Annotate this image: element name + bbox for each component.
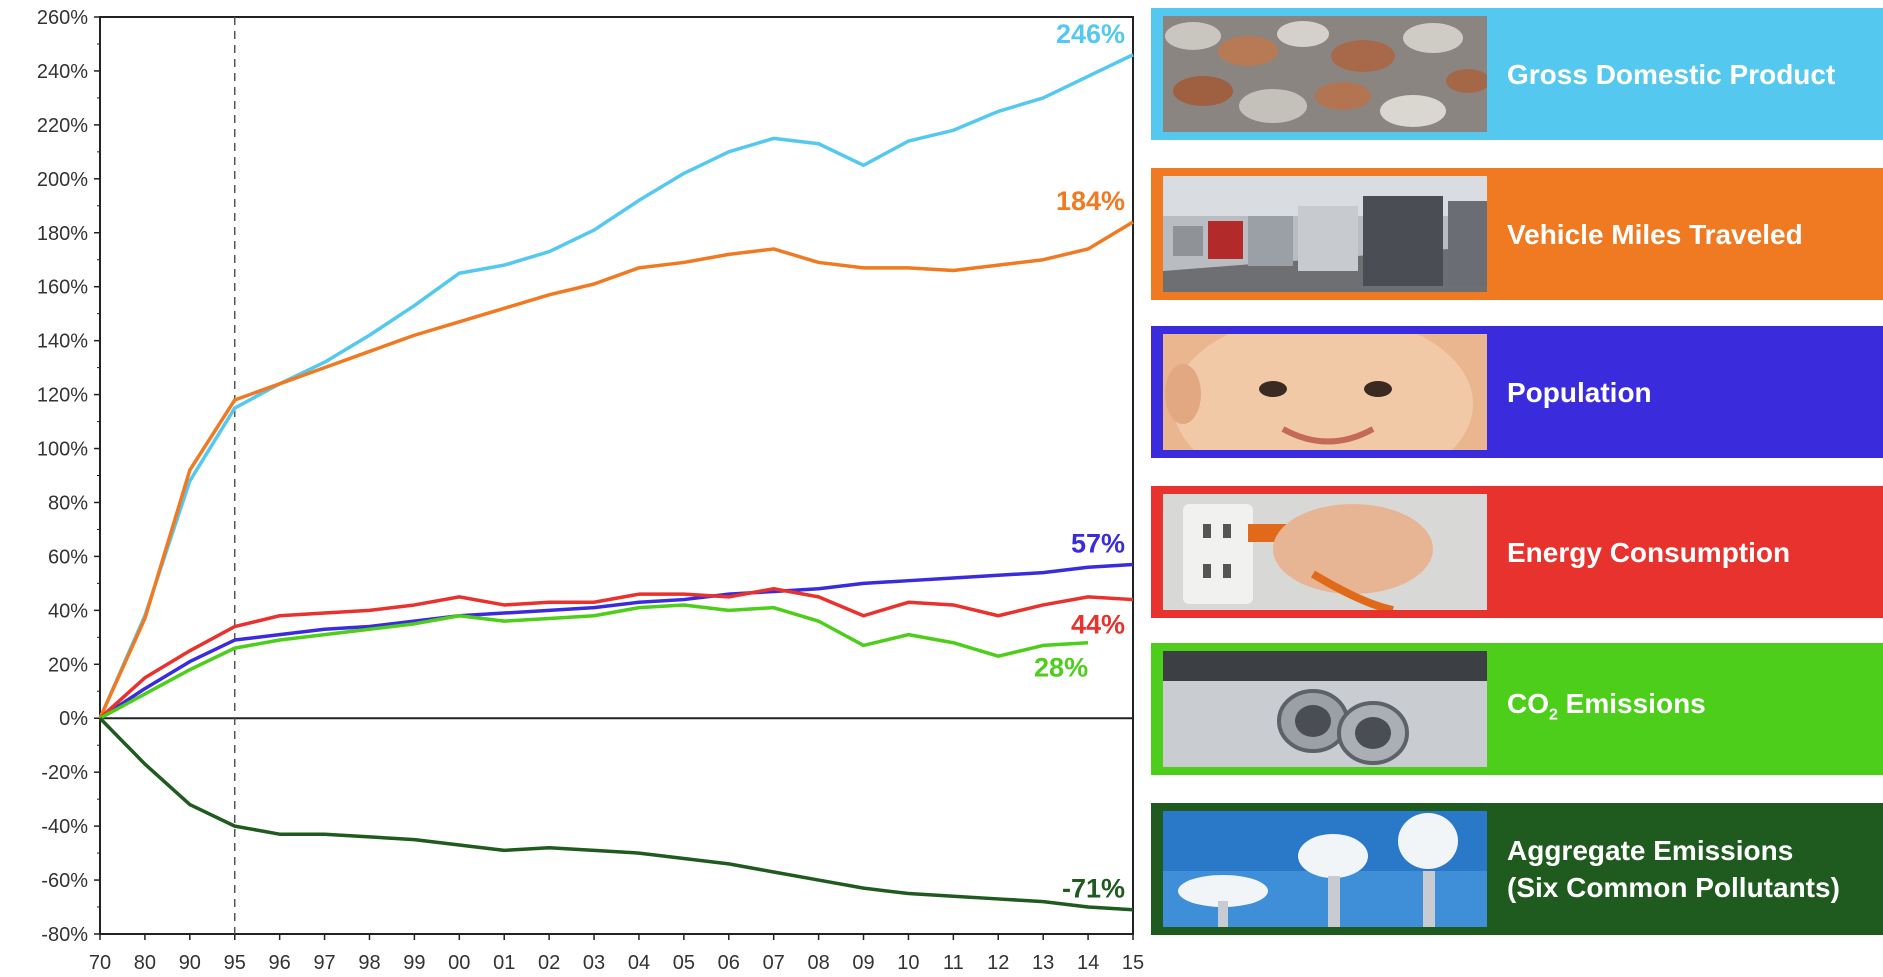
- y-tick-label: -80%: [41, 924, 88, 946]
- legend-label: Gross Domestic Product: [1507, 8, 1877, 140]
- series-end-label: 184%: [1056, 186, 1125, 216]
- series-line: [98, 717, 1134, 912]
- series-line: [99, 603, 1089, 720]
- smokestacks-photo: [1163, 811, 1487, 927]
- legend-aggregate: Aggregate Emissions (Six Common Pollutan…: [1151, 803, 1883, 935]
- y-tick-label: 200%: [37, 169, 88, 191]
- series-end-label: 246%: [1056, 19, 1125, 49]
- y-tick-label: -20%: [41, 762, 88, 784]
- x-tick-label: 08: [807, 952, 829, 974]
- series-line: [99, 562, 1134, 720]
- y-tick-label: 80%: [48, 492, 88, 514]
- y-tick-label: 260%: [37, 7, 88, 29]
- legend-co2-label: CO2 Emissions: [1507, 687, 1706, 724]
- legend-vmt: Vehicle Miles Traveled: [1151, 168, 1883, 300]
- y-tick-label: 60%: [48, 546, 88, 568]
- plot-frame: [99, 16, 1134, 935]
- x-tick-label: 09: [852, 952, 874, 974]
- x-tick-label: 07: [763, 952, 785, 974]
- y-tick-label: -60%: [41, 870, 88, 892]
- series-line: [98, 587, 1134, 720]
- x-tick-label: 15: [1122, 952, 1144, 974]
- series-end-label: 28%: [1034, 653, 1088, 683]
- legend-label: Vehicle Miles Traveled: [1507, 168, 1877, 300]
- x-tick-label: 96: [269, 952, 291, 974]
- x-tick-label: 11: [943, 952, 964, 974]
- legend-label: Energy Consumption: [1507, 486, 1877, 618]
- x-tick-label: 05: [673, 952, 695, 974]
- y-tick-label: 160%: [37, 277, 88, 299]
- legend-aggregate-label-line2: (Six Common Pollutants): [1507, 872, 1840, 903]
- emissions-trend-chart: 260%240%220%200%180%160%140%120%100%80%6…: [37, 7, 1144, 974]
- x-tick-label: 99: [403, 952, 425, 974]
- baby-photo: [1163, 334, 1487, 450]
- x-tick-label: 95: [224, 952, 246, 974]
- legend-label: CO2 Emissions: [1507, 643, 1877, 775]
- x-tick-label: 00: [448, 952, 470, 974]
- y-tick-label: 220%: [37, 115, 88, 137]
- x-tick-label: 90: [179, 952, 201, 974]
- power-plug-photo: [1163, 494, 1487, 610]
- coins-photo: [1163, 16, 1487, 132]
- y-tick-label: 20%: [48, 654, 88, 676]
- y-tick-label: 240%: [37, 61, 88, 83]
- traffic-photo: [1163, 176, 1487, 292]
- x-tick-label: 02: [538, 952, 560, 974]
- legend-label: Aggregate Emissions (Six Common Pollutan…: [1507, 803, 1877, 935]
- x-tick-label: 04: [628, 952, 650, 974]
- chart-end-labels: 246% 184% 57% 44% 28% -71%: [1034, 19, 1125, 904]
- x-tick-label: 12: [987, 952, 1009, 974]
- y-tick-label: 40%: [48, 600, 88, 622]
- y-tick-label: 180%: [37, 223, 88, 245]
- x-tick-label: 13: [1032, 952, 1054, 974]
- legend-aggregate-label-line1: Aggregate Emissions: [1507, 835, 1794, 866]
- chart-axes: 260%240%220%200%180%160%140%120%100%80%6…: [37, 7, 1144, 974]
- legend-population-label: Population: [1507, 376, 1652, 408]
- exhaust-pipe-photo: [1163, 651, 1487, 767]
- series-line: [98, 53, 1134, 719]
- series-end-label: 57%: [1071, 529, 1125, 559]
- y-tick-label: 0%: [59, 708, 88, 730]
- y-tick-label: 140%: [37, 331, 88, 353]
- x-tick-label: 10: [897, 952, 919, 974]
- legend-gdp-label: Gross Domestic Product: [1507, 58, 1836, 90]
- x-tick-label: 14: [1077, 952, 1099, 974]
- legend-vmt-label: Vehicle Miles Traveled: [1507, 218, 1803, 250]
- x-tick-label: 97: [313, 952, 335, 974]
- x-tick-label: 06: [718, 952, 740, 974]
- x-tick-label: 03: [583, 952, 605, 974]
- x-tick-label: 70: [89, 952, 111, 974]
- legend-energy-label: Energy Consumption: [1507, 536, 1791, 568]
- y-tick-label: 120%: [37, 385, 88, 407]
- x-tick-label: 98: [358, 952, 380, 974]
- legend-gdp: Gross Domestic Product: [1151, 8, 1883, 140]
- x-tick-label: 80: [134, 952, 156, 974]
- x-tick-label: 01: [493, 952, 515, 974]
- chart-series-lines: [98, 53, 1134, 912]
- y-tick-label: 100%: [37, 439, 88, 461]
- legend-co2: CO2 Emissions: [1151, 643, 1883, 775]
- legend-population: Population: [1151, 326, 1883, 458]
- series-end-label: -71%: [1062, 874, 1125, 904]
- legend-label: Population: [1507, 326, 1877, 458]
- y-tick-label: -40%: [41, 816, 88, 838]
- legend-energy: Energy Consumption: [1151, 486, 1883, 618]
- series-end-label: 44%: [1071, 610, 1125, 640]
- series-line: [98, 220, 1134, 719]
